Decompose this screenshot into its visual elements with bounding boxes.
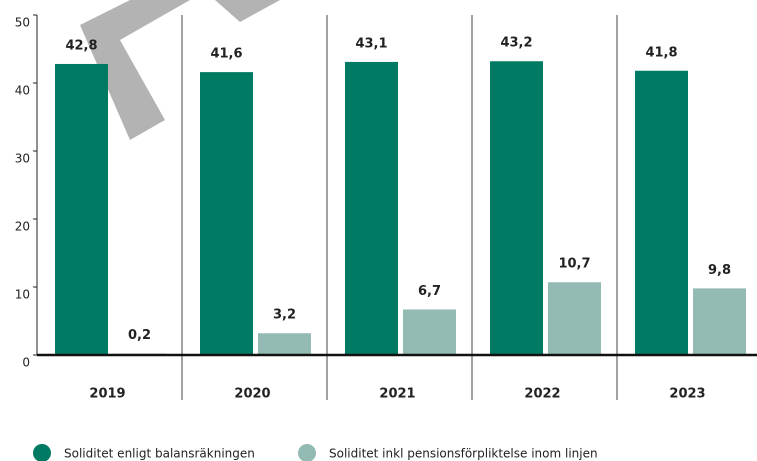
x-tick-label: 2021 (379, 387, 415, 402)
value-label: 43,1 (355, 36, 387, 51)
value-label: 0,2 (128, 328, 151, 343)
y-tick-label: 40 (15, 84, 30, 98)
x-tick-label: 2022 (524, 387, 560, 402)
bar (55, 63, 108, 356)
value-label: 41,8 (645, 45, 677, 60)
value-label: 3,2 (273, 308, 296, 323)
bar (693, 288, 746, 355)
bar (403, 309, 456, 355)
value-label: 42,8 (65, 38, 97, 53)
y-tick-label: 10 (15, 288, 30, 302)
legend-label: Soliditet enligt balansräkningen (64, 447, 255, 461)
x-tick-label: 2020 (234, 387, 270, 402)
legend-swatch (33, 444, 51, 461)
bar (345, 61, 398, 356)
value-label: 6,7 (418, 284, 441, 299)
y-tick-label: 50 (15, 16, 30, 30)
watermark (80, 0, 190, 140)
bar (635, 70, 688, 355)
y-tick-label: 0 (22, 356, 30, 370)
x-tick-label: 2019 (89, 387, 125, 402)
legend-label: Soliditet inkl pensionsförpliktelse inom… (329, 447, 598, 461)
bar (548, 282, 601, 355)
bar (258, 333, 311, 355)
value-label: 43,2 (500, 36, 532, 51)
y-tick-label: 20 (15, 220, 30, 234)
x-tick-label: 2023 (669, 387, 705, 402)
legend-swatch (298, 444, 316, 461)
watermark (215, 0, 280, 22)
value-label: 10,7 (558, 257, 590, 272)
y-tick-label: 30 (15, 152, 30, 166)
value-label: 41,6 (210, 47, 242, 62)
value-label: 9,8 (708, 263, 731, 278)
bar (200, 72, 253, 356)
bar (490, 61, 543, 356)
